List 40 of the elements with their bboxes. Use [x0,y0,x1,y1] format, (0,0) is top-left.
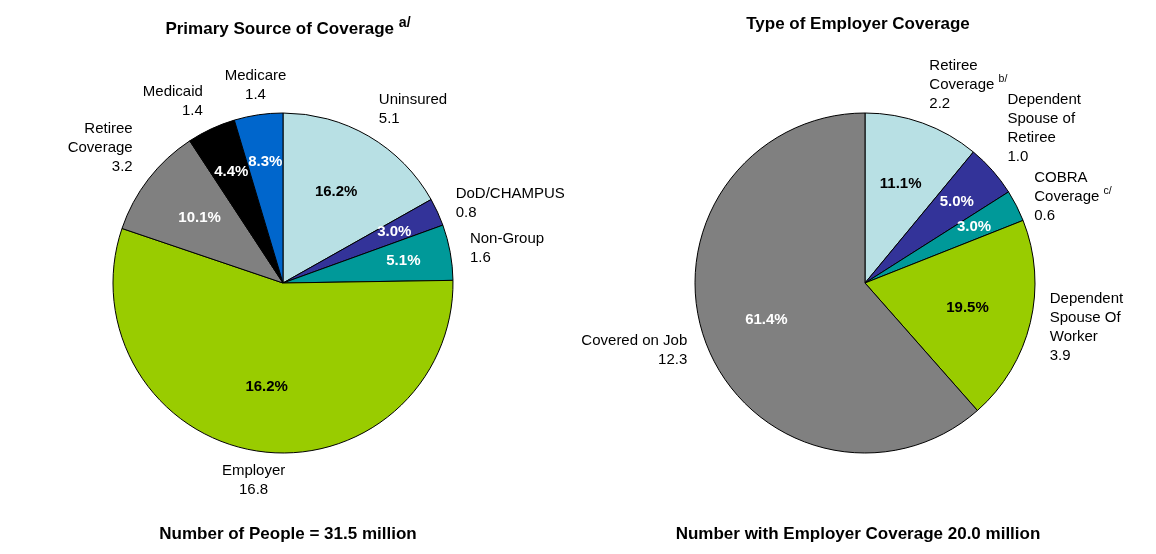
text: 19.5% [946,297,989,315]
data-label: 5.1 [378,108,400,126]
text: Number with Employer Coverage 20.0 million [674,524,1042,544]
slice-label: Non-Group [469,229,545,247]
slice-label: Retiree Coverage $^{b/}$ [929,56,1008,93]
slice-label: Employer [221,460,286,478]
text: 16.2% [314,181,358,199]
text: 3.0% [377,221,412,239]
text: 5.0% [939,192,974,210]
data-label: 1.0 [1007,147,1029,165]
text: 5.1% [386,250,421,268]
slice-label: Covered on Job [581,330,688,348]
data-label: 1.4 [245,84,266,102]
slice-label: Retiree Coverage [67,118,133,155]
slice-label: COBRA Coverage $^{c/}$ [1034,167,1112,204]
chart-title: Type of Employer Coverage [745,14,971,35]
data-label: 16.8 [238,479,269,497]
data-label: 3.2 [111,156,133,174]
data-label: 0.8 [455,203,477,221]
data-label: 1.4 [181,100,203,118]
text: 8.3% [248,151,283,169]
slice-label: DoD/CHAMPUS [455,184,565,202]
chart-title: Primary Source of Coverage $^{a/}$ [164,14,412,40]
data-label: 12.3 [658,349,688,367]
slice-label: Medicaid [142,81,203,99]
data-label: 2.2 [929,94,951,112]
text: 16.2% [245,377,288,395]
data-label: 3.9 [1049,345,1071,363]
text: 11.1% [879,173,922,191]
slice-label: Dependent Spouse of Retiree [1007,90,1082,146]
slice-label: Medicare [224,65,287,83]
text: Number of People = 31.5 million [158,524,418,544]
text: 10.1% [178,208,221,226]
slice-label: Uninsured [378,89,448,107]
text: 61.4% [745,310,788,328]
text: 3.0% [956,217,992,235]
data-label: 1.6 [469,248,491,266]
data-label: 0.6 [1034,205,1056,223]
slice-label: Dependent Spouse Of Worker [1049,288,1124,344]
text: 4.4% [214,161,249,179]
